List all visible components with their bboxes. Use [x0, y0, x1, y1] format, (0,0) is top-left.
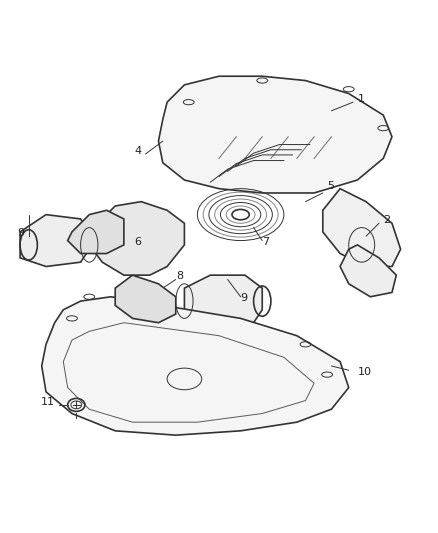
Polygon shape — [67, 211, 124, 254]
Polygon shape — [184, 275, 262, 327]
Polygon shape — [89, 201, 184, 275]
Text: 8: 8 — [176, 271, 183, 281]
Text: 7: 7 — [262, 237, 269, 247]
Text: 2: 2 — [383, 215, 390, 225]
Polygon shape — [42, 297, 349, 435]
Polygon shape — [159, 76, 392, 193]
Text: 1: 1 — [357, 94, 364, 104]
Text: 10: 10 — [357, 367, 371, 377]
Polygon shape — [20, 215, 89, 266]
Text: 9: 9 — [17, 228, 25, 238]
Polygon shape — [115, 275, 176, 322]
Text: 9: 9 — [240, 293, 248, 303]
Text: 6: 6 — [134, 237, 141, 247]
Text: 4: 4 — [134, 146, 141, 156]
Text: 5: 5 — [327, 181, 334, 191]
Polygon shape — [340, 245, 396, 297]
Polygon shape — [323, 189, 401, 266]
Text: 11: 11 — [41, 397, 55, 407]
